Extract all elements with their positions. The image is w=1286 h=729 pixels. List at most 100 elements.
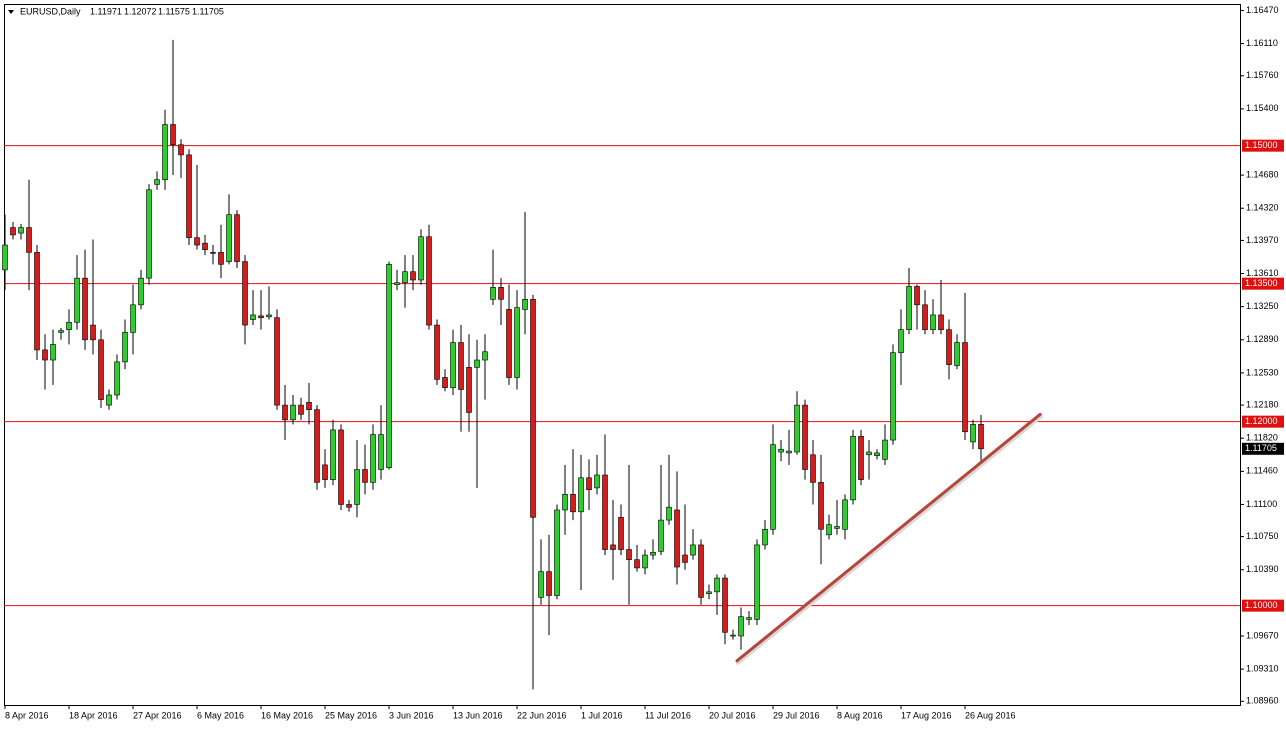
candle-body [634,559,640,569]
candle-body [762,528,768,546]
candle-body [666,506,672,521]
candle-body [346,504,352,508]
candle-body [98,339,104,400]
candle-body [34,252,40,351]
y-tick-label: 1.16470 [1246,5,1279,15]
candle-body [274,317,280,406]
candle-body [154,179,160,185]
candle-body [106,394,112,406]
candle-body [970,424,976,443]
candle-body [170,124,176,146]
x-tick-label: 11 Jul 2016 [645,710,691,720]
current-price-label: 1.11705 [1245,443,1277,453]
candle-body [354,469,360,505]
y-tick-label: 1.10390 [1246,564,1279,574]
candle-body [194,237,200,246]
candle-body [298,404,304,415]
candle-body [810,454,816,483]
candle-body [554,509,560,596]
candle-body [522,299,528,310]
level-label: 1.10000 [1245,600,1278,610]
candle-body [466,367,472,413]
candle-body [586,477,592,491]
x-tick-label: 18 Apr 2016 [69,710,118,720]
candle-body [258,315,264,319]
candle-body [850,436,856,501]
candle-body [874,452,880,456]
candle-body [738,616,744,637]
y-tick-label: 1.16110 [1246,38,1278,48]
x-tick-label: 29 Jul 2016 [773,710,820,720]
candle-body [602,474,608,550]
candle-body [890,352,896,441]
candle-body [786,450,792,454]
level-label-box [1242,415,1284,428]
candle-body [682,554,688,563]
header-low: 1.11575 [158,6,190,16]
candle-body [58,330,64,333]
candle-body [722,577,728,633]
candle-body [138,277,144,306]
candle-body [658,519,664,552]
menu-triangle[interactable] [8,10,14,14]
candle-body [378,434,384,470]
x-tick-label: 22 Jun 2016 [517,710,567,720]
y-tick-label: 1.11460 [1246,466,1278,476]
candle-body [210,252,216,254]
candle-body [610,544,616,550]
candle-body [842,499,848,530]
candle-body [122,332,128,363]
candle-body [914,286,920,306]
level-label: 1.12000 [1245,416,1278,426]
candle-body [546,571,552,596]
candle-body [922,304,928,330]
y-tick-label: 1.13610 [1246,268,1279,278]
candle-body [82,277,88,341]
candle-body [690,544,696,556]
x-tick-label: 20 Jul 2016 [709,710,756,720]
candle-body [834,526,840,529]
candle-body [26,227,32,253]
candle-body [322,464,328,480]
x-tick-label: 13 Jun 2016 [453,710,503,720]
candle-body [42,349,48,361]
level-label-box [1242,599,1284,612]
candle-body [234,214,240,262]
candle-body [618,517,624,550]
candle-body [818,482,824,530]
candle-body [538,571,544,598]
candle-body [626,549,632,560]
candle-body [530,299,536,518]
x-tick-label: 16 May 2016 [261,710,313,720]
candle-body [66,322,72,330]
candle-body [306,402,312,410]
x-tick-label: 26 Aug 2016 [965,710,1016,720]
candle-body [506,309,512,378]
x-tick-label: 8 Aug 2016 [837,710,883,720]
candle-body [882,439,888,460]
candle-body [706,591,712,594]
candle-body [218,252,224,265]
candle-body [826,524,832,536]
candle-body [130,304,136,333]
y-tick-label: 1.12890 [1246,334,1279,344]
y-tick-label: 1.09310 [1246,663,1279,673]
candle-body [162,124,168,181]
y-tick-label: 1.12530 [1246,367,1279,377]
level-label: 1.15000 [1245,140,1278,150]
candle-body [146,189,152,279]
header-high: 1.12072 [124,6,157,16]
y-tick-label: 1.09670 [1246,630,1279,640]
candle-body [370,434,376,483]
y-tick-label: 1.11100 [1246,499,1277,509]
level-label-box [1242,139,1284,152]
candle-body [418,236,424,281]
trendline [735,412,1042,663]
candle-body [2,244,8,271]
candle-body [90,324,96,341]
candle-body [674,509,680,568]
candle-body [730,634,736,637]
